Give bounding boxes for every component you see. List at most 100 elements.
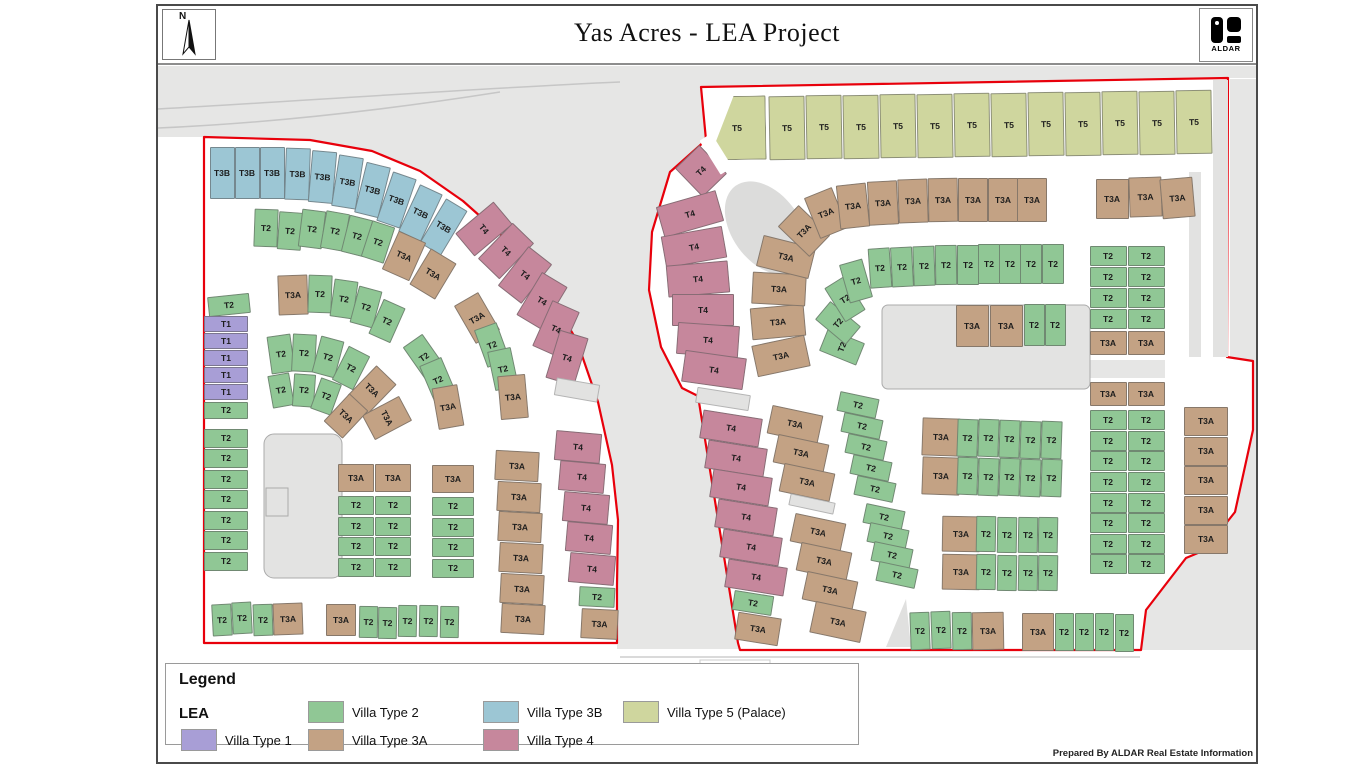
plot-t3a: T3A bbox=[431, 384, 465, 430]
plot-t2: T2 bbox=[1127, 472, 1165, 492]
plot-t2: T2 bbox=[1018, 420, 1042, 460]
credit-note: Prepared By ALDAR Real Estate Informatio… bbox=[1052, 748, 1253, 759]
plot-t5: T5 bbox=[953, 92, 991, 158]
plot-t2: T2 bbox=[375, 516, 411, 536]
plot-t1: T1 bbox=[204, 367, 248, 383]
plot-t2: T2 bbox=[1127, 267, 1165, 287]
plot-t2: T2 bbox=[439, 605, 459, 639]
plot-t5: T5 bbox=[1027, 91, 1065, 157]
plot-t3a: T3A bbox=[921, 456, 961, 496]
plot-t2: T2 bbox=[375, 557, 411, 577]
plot-t3a: T3A bbox=[1158, 176, 1196, 220]
plot-t2: T2 bbox=[1042, 244, 1064, 284]
plot-t2: T2 bbox=[955, 456, 979, 496]
plot-t3a: T3A bbox=[494, 449, 540, 483]
legend-project-label: LEA bbox=[179, 705, 209, 722]
aldar-logo-text: ALDAR bbox=[1211, 44, 1241, 53]
plot-t2: T2 bbox=[1089, 513, 1127, 533]
plot-t3a: T3A bbox=[941, 553, 981, 591]
header: Yas Acres - LEA Project N ALDAR bbox=[158, 6, 1256, 65]
plot-t3a: T3A bbox=[498, 541, 544, 575]
legend-title: Legend bbox=[179, 671, 236, 688]
aldar-logo: ALDAR bbox=[1199, 8, 1253, 62]
plot-t3a: T3A bbox=[496, 480, 542, 514]
plot-t2: T2 bbox=[432, 558, 474, 578]
plot-t2: T2 bbox=[204, 469, 248, 489]
plot-t2: T2 bbox=[578, 586, 616, 608]
plot-t2: T2 bbox=[996, 554, 1018, 592]
plot-t2: T2 bbox=[1074, 613, 1094, 651]
plot-t3a: T3A bbox=[751, 334, 811, 378]
plot-t3a: T3A bbox=[1184, 524, 1228, 554]
plot-t4: T4 bbox=[665, 260, 731, 298]
plot-t2: T2 bbox=[1054, 613, 1074, 651]
plot-t2: T2 bbox=[1037, 516, 1059, 554]
legend-item-villa-type-3a: Villa Type 3A bbox=[308, 729, 427, 751]
plot-t2: T2 bbox=[1018, 458, 1042, 498]
plot-t2: T2 bbox=[996, 516, 1018, 554]
plot-t3a: T3A bbox=[1184, 406, 1228, 436]
legend-item-villa-type-2: Villa Type 2 bbox=[308, 701, 419, 723]
plot-t2: T2 bbox=[1017, 516, 1039, 554]
plot-t2: T2 bbox=[253, 208, 279, 248]
plot-t3a: T3A bbox=[866, 180, 900, 226]
plot-t3a: T3A bbox=[1184, 465, 1228, 495]
plot-t3a: T3A bbox=[971, 611, 1005, 651]
plot-t2: T2 bbox=[975, 515, 997, 553]
plot-t2: T2 bbox=[934, 244, 958, 286]
plot-t3a: T3A bbox=[432, 465, 474, 493]
plot-t5: T5 bbox=[805, 94, 843, 160]
legend-swatch bbox=[308, 701, 344, 723]
plot-t2: T2 bbox=[207, 292, 251, 318]
road-triangle bbox=[886, 599, 911, 647]
plot-t3a: T3A bbox=[272, 602, 304, 636]
plot-t2: T2 bbox=[1089, 309, 1127, 329]
plot-t2: T2 bbox=[1127, 554, 1165, 574]
plot-t2: T2 bbox=[875, 561, 919, 589]
plot-t2: T2 bbox=[1089, 267, 1127, 287]
plot-t2: T2 bbox=[267, 371, 295, 409]
plot-t2: T2 bbox=[375, 536, 411, 556]
plot-t3a: T3A bbox=[778, 462, 836, 502]
plot-t3a: T3A bbox=[497, 510, 543, 544]
plot-t2: T2 bbox=[432, 496, 474, 516]
legend-item-villa-type-3b: Villa Type 3B bbox=[483, 701, 602, 723]
plot-t2: T2 bbox=[204, 448, 248, 468]
plot-t2: T2 bbox=[1127, 431, 1165, 451]
road-lane-line bbox=[157, 81, 621, 110]
plot-t3b: T3B bbox=[283, 147, 311, 201]
plot-t2: T2 bbox=[1044, 304, 1066, 346]
plot-t4: T4 bbox=[561, 491, 611, 525]
legend-swatch bbox=[483, 729, 519, 751]
plot-t2: T2 bbox=[889, 246, 915, 288]
plot-t2: T2 bbox=[204, 510, 248, 530]
aldar-logo-icon bbox=[1211, 17, 1241, 43]
plot-t3a: T3A bbox=[1127, 331, 1165, 355]
plot-t2: T2 bbox=[1089, 431, 1127, 451]
plot-t2: T2 bbox=[997, 419, 1021, 459]
plot-t2: T2 bbox=[432, 517, 474, 537]
plot-t5: T5 bbox=[1101, 90, 1139, 156]
building-block-notch bbox=[265, 487, 289, 517]
plot-t1: T1 bbox=[204, 350, 248, 366]
plot-t3a: T3A bbox=[809, 600, 867, 644]
plot-t5: T5 bbox=[768, 95, 806, 161]
plot-gray bbox=[553, 377, 601, 403]
plot-t2: T2 bbox=[338, 495, 374, 515]
plot-t2: T2 bbox=[338, 516, 374, 536]
plot-t2: T2 bbox=[1037, 554, 1059, 592]
plot-t3a: T3A bbox=[989, 305, 1023, 347]
plot-t2: T2 bbox=[1127, 288, 1165, 308]
plot-t3b: T3B bbox=[259, 147, 285, 199]
road-wedge bbox=[1141, 430, 1256, 650]
plot-t2: T2 bbox=[1127, 410, 1165, 430]
plot-t2: T2 bbox=[338, 536, 374, 556]
plot-t5: T5 bbox=[916, 93, 954, 159]
plot-t2: T2 bbox=[951, 611, 973, 651]
plot-t3a: T3A bbox=[500, 602, 546, 636]
plot-t4: T4 bbox=[553, 430, 603, 464]
plot-t2: T2 bbox=[1089, 451, 1127, 471]
plot-t2: T2 bbox=[418, 604, 438, 638]
plot-t3a: T3A bbox=[734, 611, 782, 647]
